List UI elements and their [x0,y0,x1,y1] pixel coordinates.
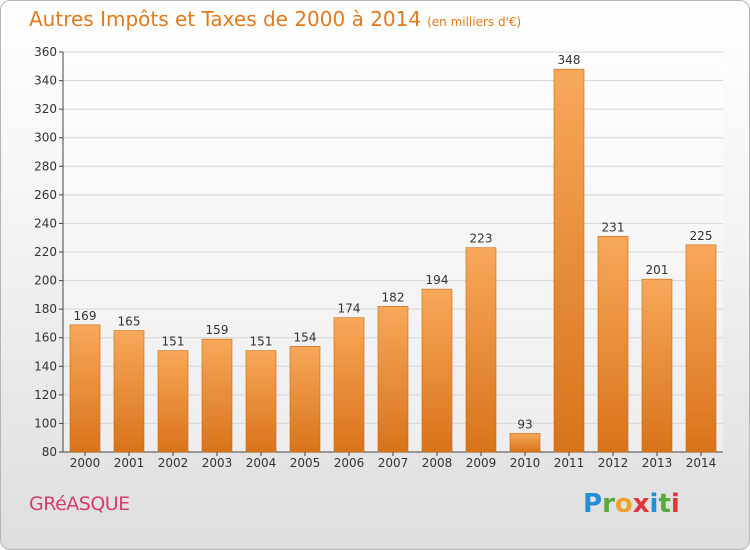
y-tick-label: 100 [34,416,57,430]
y-tick-label: 340 [34,74,57,88]
data-label: 225 [690,229,713,243]
data-label: 348 [558,53,581,67]
data-label: 151 [250,335,273,349]
bar [553,68,585,453]
commune-name: GRéASQUE [29,493,130,515]
x-tick-label: 2012 [598,456,629,470]
x-tick-label: 2004 [246,456,277,470]
data-label: 154 [294,330,317,344]
x-tick-label: 2010 [510,456,541,470]
bar [465,247,497,453]
chart-title-text: Autres Impôts et Taxes de 2000 à 2014 [29,7,422,31]
data-label: 169 [74,309,97,323]
data-label: 223 [470,232,493,246]
bar [421,288,453,453]
y-tick-label: 320 [34,102,57,116]
data-label: 182 [382,290,405,304]
bar [641,278,673,453]
logo-letter: i [670,489,680,519]
data-label: 231 [602,220,625,234]
chart-unit: (en milliers d'€) [427,15,522,29]
logo-letter: P [583,489,603,519]
x-tick-label: 2006 [334,456,365,470]
y-tick-label: 80 [42,445,57,459]
data-label: 165 [118,315,141,329]
y-tick-label: 240 [34,216,57,230]
proxiti-logo[interactable]: Proxiti [583,489,680,519]
x-tick-label: 2000 [70,456,101,470]
logo-letter: x [632,489,650,519]
data-label: 174 [338,302,361,316]
x-tick-label: 2003 [202,456,233,470]
bar [377,305,409,453]
y-tick-label: 140 [34,359,57,373]
bar [69,324,101,453]
data-label: 201 [646,263,669,277]
data-label: 93 [517,417,532,431]
x-tick-label: 2001 [114,456,145,470]
y-tick-label: 300 [34,131,57,145]
y-tick-label: 200 [34,274,57,288]
x-tick-label: 2014 [686,456,717,470]
bar [201,338,233,453]
bar [245,350,277,453]
logo-letter: t [658,489,671,519]
x-tick-label: 2002 [158,456,189,470]
bar [509,433,541,453]
bar [685,244,717,453]
x-tick-label: 2007 [378,456,409,470]
data-label: 194 [426,273,449,287]
bar [333,317,365,453]
logo-letter: r [602,489,615,519]
y-tick-label: 260 [34,188,57,202]
y-tick-label: 120 [34,388,57,402]
x-tick-label: 2008 [422,456,453,470]
chart-title: Autres Impôts et Taxes de 2000 à 2014 (en… [29,7,521,31]
bar [157,350,189,453]
data-label: 151 [162,335,185,349]
logo-letter: o [614,489,633,519]
x-tick-label: 2009 [466,456,497,470]
bar [597,235,629,453]
bar [113,330,145,453]
x-tick-label: 2005 [290,456,321,470]
x-tick-label: 2013 [642,456,673,470]
logo-letter: i [649,489,659,519]
y-tick-label: 180 [34,302,57,316]
x-tick-label: 2011 [554,456,585,470]
y-tick-label: 280 [34,159,57,173]
y-tick-label: 220 [34,245,57,259]
y-tick-label: 360 [34,45,57,59]
y-tick-label: 160 [34,331,57,345]
bar [289,345,321,453]
data-label: 159 [206,323,229,337]
